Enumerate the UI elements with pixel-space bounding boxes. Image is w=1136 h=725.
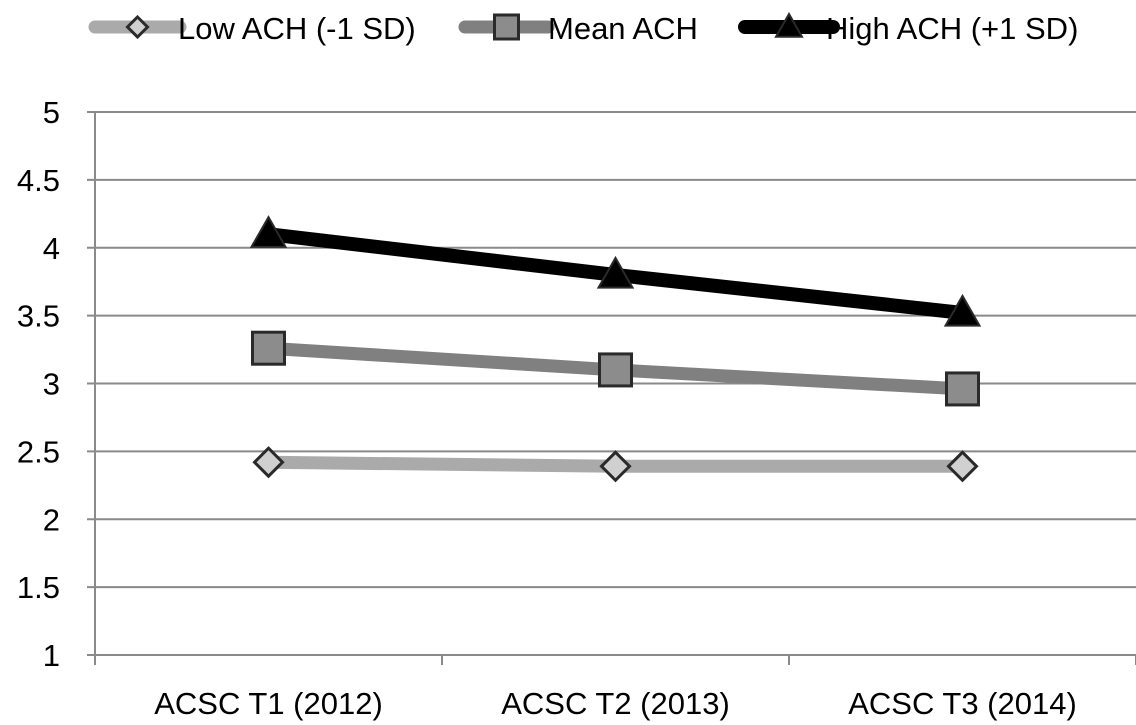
data-point-triangle <box>943 293 982 327</box>
x-tick-label: ACSC T3 (2014) <box>848 686 1077 721</box>
data-point-square <box>945 371 980 407</box>
legend-item: High ACH (+1 SD) <box>738 11 1078 46</box>
series-square <box>251 330 980 407</box>
legend-item: Mean ACH <box>458 11 698 46</box>
data-point-diamond <box>125 14 150 40</box>
y-tick-label: 3.5 <box>17 299 60 334</box>
y-tick-label: 2 <box>43 502 60 537</box>
y-tick-label: 2.5 <box>17 434 60 469</box>
data-point-diamond <box>252 446 285 479</box>
data-point-square <box>493 13 520 41</box>
data-point-square <box>251 330 286 366</box>
y-tick-label: 1 <box>43 638 60 673</box>
x-tick-label: ACSC T2 (2013) <box>501 686 730 721</box>
data-point-diamond <box>946 450 979 483</box>
legend-label: Low ACH (-1 SD) <box>178 11 416 46</box>
data-point-diamond <box>599 450 632 483</box>
legend-label: Mean ACH <box>548 11 698 46</box>
x-axis: ACSC T1 (2012) ACSC T2 (2013) ACSC T3 (201… <box>94 112 1136 721</box>
y-axis-ticks: 1 1.5 2 2.5 3 3.5 4 4.5 5 <box>17 95 60 673</box>
y-tick-label: 4.5 <box>17 163 60 198</box>
y-tick-label: 4 <box>43 231 60 266</box>
x-tick-label: ACSC T1 (2012) <box>154 686 383 721</box>
legend: Low ACH (-1 SD) Mean ACH High ACH (+1 SD) <box>88 11 1078 46</box>
y-tick-label: 1.5 <box>17 570 60 605</box>
series-triangle <box>249 215 982 327</box>
y-tick-label: 3 <box>43 367 60 402</box>
data-point-triangle <box>774 11 804 38</box>
data-point-triangle <box>596 255 635 289</box>
legend-label: High ACH (+1 SD) <box>826 11 1078 46</box>
y-tick-label: 5 <box>43 95 60 130</box>
series-group <box>249 215 982 483</box>
data-point-square <box>598 352 633 388</box>
series-diamond <box>252 446 979 483</box>
data-point-triangle <box>249 215 288 248</box>
legend-item: Low ACH (-1 SD) <box>88 11 416 46</box>
